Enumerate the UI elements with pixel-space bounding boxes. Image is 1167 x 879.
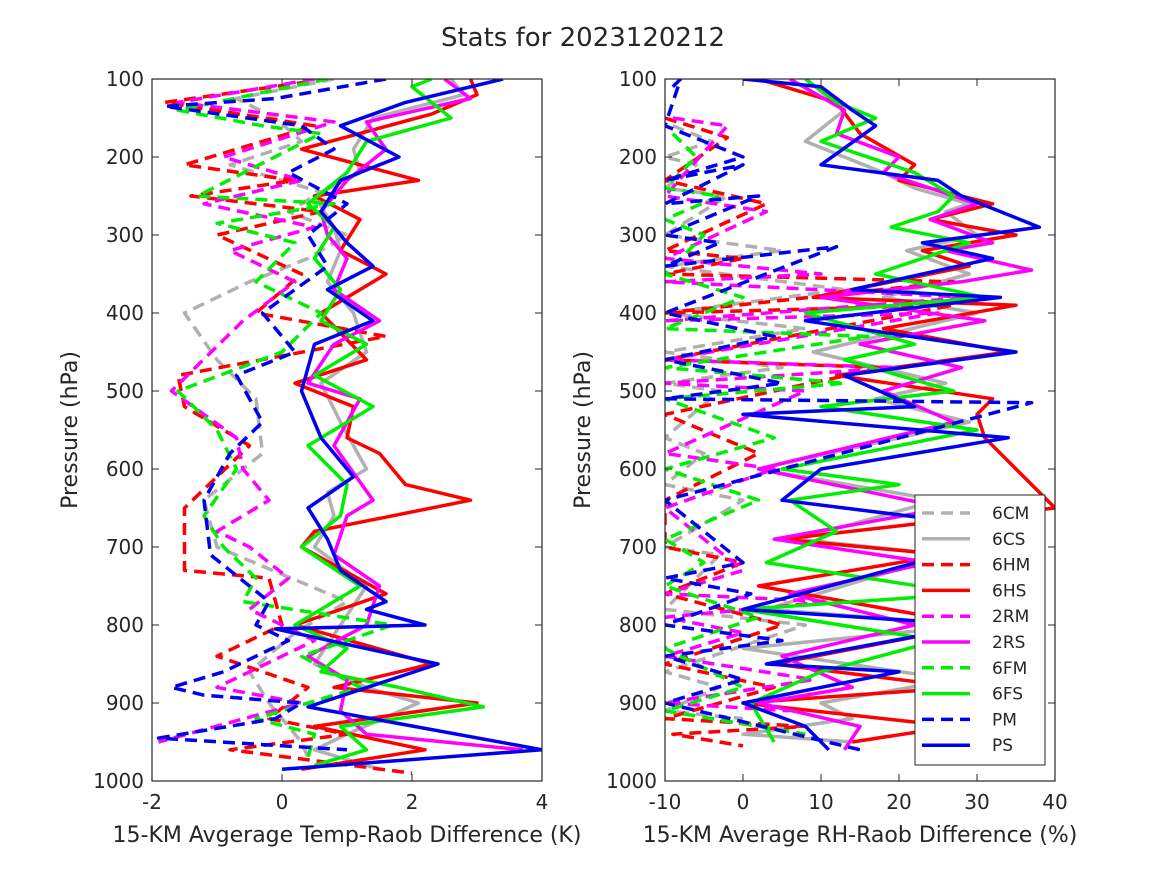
legend-label-6hs: 6HS <box>992 581 1026 601</box>
temp-x-tick-label: 0 <box>276 790 289 814</box>
rh-x-tick-label: -10 <box>649 790 682 814</box>
rh-x-axis-label: 15-KM Average RH-Raob Difference (%) <box>643 823 1078 848</box>
rh-series-2rm <box>665 116 971 713</box>
rh-y-tick-label: 600 <box>619 457 657 481</box>
temp-y-tick-label: 200 <box>106 145 144 169</box>
legend-label-2rm: 2RM <box>992 607 1029 627</box>
rh-y-tick-label: 800 <box>619 613 657 637</box>
rh-y-tick-label: 100 <box>619 67 657 91</box>
temp-y-tick-label: 400 <box>106 301 144 325</box>
rh-series-pm <box>665 79 1034 752</box>
temp-y-tick-label: 700 <box>106 535 144 559</box>
rh-x-tick-label: 40 <box>1042 790 1067 814</box>
figure-title: Stats for 2023120212 <box>441 23 725 53</box>
temp-series-2rm <box>158 79 336 744</box>
rh-x-tick-label: 0 <box>737 790 750 814</box>
temp-y-tick-label: 900 <box>106 691 144 715</box>
rh-x-tick-label: 20 <box>886 790 911 814</box>
legend-label-6hm: 6HM <box>992 556 1030 576</box>
rh-series-ps <box>741 79 1042 752</box>
legend-label-6fm: 6FM <box>992 659 1027 679</box>
legend-label-6cs: 6CS <box>992 530 1025 550</box>
temp-series-6fm <box>176 79 395 759</box>
rh-y-tick-label: 700 <box>619 535 657 559</box>
temp-difference-panel: -2 0 2 4 100 200 300 400 500 600 700 800 900 1000 15-… <box>58 67 581 848</box>
rh-series-6fm <box>665 132 870 736</box>
rh-axes-box <box>664 78 1056 782</box>
temp-y-tick-label: 500 <box>106 379 144 403</box>
temp-y-tick-label: 1000 <box>93 769 144 793</box>
temp-x-tick-label: -2 <box>142 790 162 814</box>
rh-y-axis-label: Pressure (hPa) <box>571 351 596 509</box>
temp-series-6cm <box>182 79 349 759</box>
rh-series-6hm <box>665 116 956 748</box>
rh-y-tick-label: 500 <box>619 379 657 403</box>
temp-y-tick-label: 100 <box>106 67 144 91</box>
rh-y-tick-label: 300 <box>619 223 657 247</box>
temp-ticks-group: -2 0 2 4 100 200 300 400 500 600 700 800 900 1000 <box>93 67 548 814</box>
legend-label-ps: PS <box>992 736 1013 756</box>
legend-label-pm: PM <box>992 710 1017 730</box>
rh-ticks-group: -10 0 10 20 30 40 100 200 300 400 500 600 700 800 900 1… <box>606 67 1068 814</box>
temp-series-pm <box>156 79 387 752</box>
rh-y-tick-label: 900 <box>619 691 657 715</box>
rh-x-tick-label: 10 <box>808 790 833 814</box>
temp-x-tick-label: 4 <box>536 790 549 814</box>
rh-series-group <box>665 79 1055 752</box>
rh-y-tick-label: 400 <box>619 301 657 325</box>
temp-axes-box <box>151 78 543 782</box>
legend-box <box>914 494 1046 766</box>
legend: 6CM 6CS 6HM 6HS 2RM 2RS 6FM 6FS PM PS <box>914 494 1046 766</box>
temp-y-axis-label: Pressure (hPa) <box>58 351 83 509</box>
temp-x-tick-label: 2 <box>406 790 419 814</box>
legend-label-2rs: 2RS <box>992 633 1025 653</box>
rh-y-tick-label: 200 <box>619 145 657 169</box>
temp-y-tick-label: 600 <box>106 457 144 481</box>
rh-series-6cm <box>665 124 847 721</box>
temp-x-axis-label: 15-KM Avgerage Temp-Raob Difference (K) <box>113 823 582 848</box>
rh-series-6fs <box>741 79 987 743</box>
temp-series-6fs <box>293 79 486 768</box>
temp-y-tick-label: 300 <box>106 223 144 247</box>
temp-series-group <box>156 79 542 775</box>
rh-x-tick-label: 30 <box>964 790 989 814</box>
legend-label-6cm: 6CM <box>992 504 1029 524</box>
temp-series-ps <box>273 79 542 772</box>
legend-label-6fs: 6FS <box>992 685 1023 705</box>
rh-y-tick-label: 1000 <box>606 769 657 793</box>
rh-series-2rs <box>756 79 1034 751</box>
temp-y-tick-label: 800 <box>106 613 144 637</box>
